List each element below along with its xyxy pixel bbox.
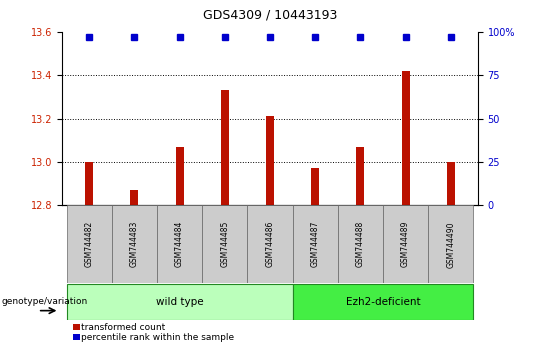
Bar (402, 71, 410, 205)
Text: transformed count: transformed count (80, 322, 165, 332)
Bar (266, 116, 274, 205)
FancyBboxPatch shape (202, 205, 247, 283)
Text: GSM744485: GSM744485 (220, 221, 230, 268)
FancyBboxPatch shape (247, 205, 293, 283)
Text: GSM744490: GSM744490 (446, 221, 455, 268)
Text: GSM744486: GSM744486 (266, 221, 274, 268)
Text: genotype/variation: genotype/variation (1, 297, 87, 306)
FancyBboxPatch shape (338, 205, 383, 283)
Bar (311, 169, 319, 205)
Text: GSM744488: GSM744488 (356, 221, 365, 267)
Text: GSM744482: GSM744482 (85, 221, 94, 267)
Text: percentile rank within the sample: percentile rank within the sample (80, 333, 234, 342)
Bar (130, 190, 138, 205)
FancyBboxPatch shape (293, 284, 474, 320)
Text: GDS4309 / 10443193: GDS4309 / 10443193 (203, 9, 337, 22)
FancyBboxPatch shape (428, 205, 474, 283)
Bar (447, 162, 455, 205)
FancyBboxPatch shape (293, 205, 338, 283)
Text: Ezh2-deficient: Ezh2-deficient (346, 297, 420, 307)
Bar (176, 147, 184, 205)
Bar (221, 90, 229, 205)
FancyBboxPatch shape (112, 205, 157, 283)
Bar (85, 162, 93, 205)
FancyBboxPatch shape (157, 205, 202, 283)
Text: wild type: wild type (156, 297, 204, 307)
Text: GSM744483: GSM744483 (130, 221, 139, 268)
FancyBboxPatch shape (66, 284, 293, 320)
Text: GSM744484: GSM744484 (175, 221, 184, 268)
Text: GSM744489: GSM744489 (401, 221, 410, 268)
Text: GSM744487: GSM744487 (310, 221, 320, 268)
FancyBboxPatch shape (66, 205, 112, 283)
Bar (356, 147, 365, 205)
FancyBboxPatch shape (383, 205, 428, 283)
